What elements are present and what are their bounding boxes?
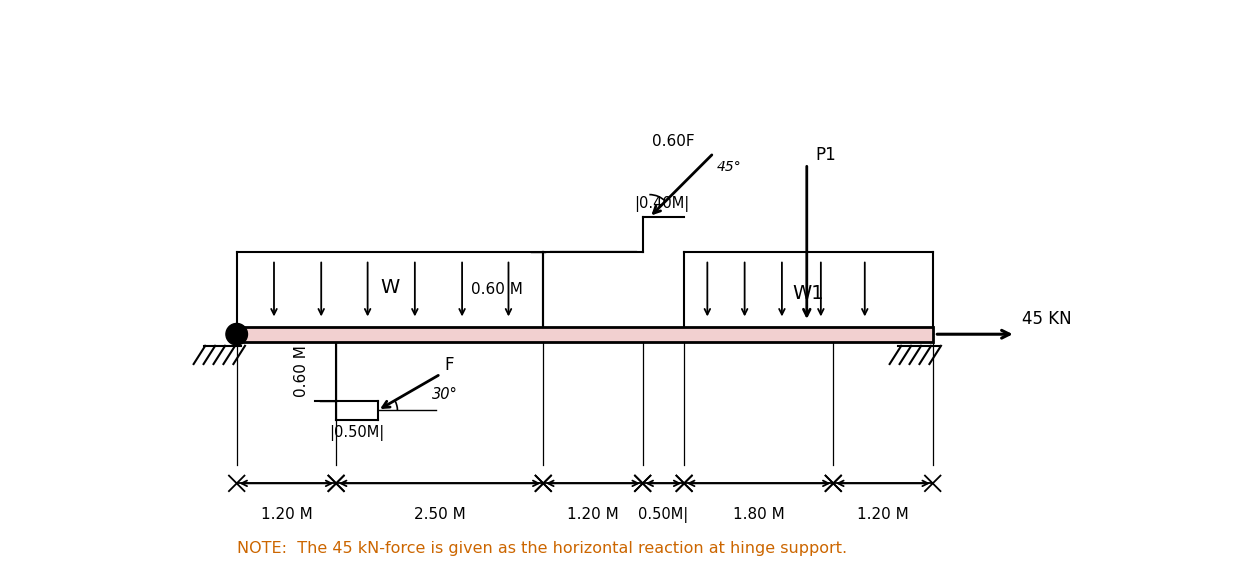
Text: 45°: 45° — [717, 160, 741, 174]
Text: 0.60 M: 0.60 M — [294, 345, 309, 397]
Text: 0.60 M: 0.60 M — [470, 282, 522, 297]
Text: 1.20 M: 1.20 M — [260, 506, 312, 522]
Circle shape — [226, 323, 248, 345]
Text: 1.20 M: 1.20 M — [857, 506, 909, 522]
Text: 1.20 M: 1.20 M — [567, 506, 618, 522]
Text: NOTE:  The 45 kN-force is given as the horizontal reaction at hinge support.: NOTE: The 45 kN-force is given as the ho… — [236, 541, 847, 556]
Text: 1.80 M: 1.80 M — [733, 506, 785, 522]
Text: |0.50M|: |0.50M| — [330, 426, 384, 442]
Text: 2.50 M: 2.50 M — [414, 506, 465, 522]
Text: W: W — [381, 278, 399, 298]
Text: 0.50M|: 0.50M| — [638, 506, 689, 522]
Text: W1: W1 — [792, 284, 825, 303]
Bar — [236, 327, 933, 341]
Text: 45 KN: 45 KN — [1023, 310, 1072, 328]
Text: |0.40M|: |0.40M| — [634, 196, 689, 212]
Text: F: F — [444, 356, 454, 374]
Text: 30°: 30° — [433, 387, 458, 402]
Text: 0.60F: 0.60F — [652, 134, 694, 149]
Text: P1: P1 — [815, 146, 836, 164]
